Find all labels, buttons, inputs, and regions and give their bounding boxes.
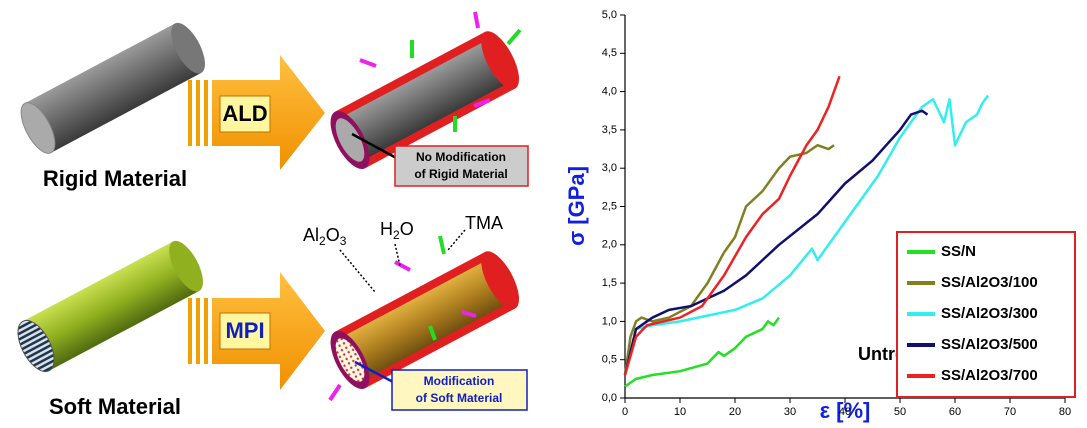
text: Al xyxy=(303,225,319,245)
diagram: Rigid Material Soft Material ALD MPI xyxy=(10,12,528,419)
y-tick-label: 4,0 xyxy=(602,86,617,98)
subscript: 3 xyxy=(340,234,347,248)
ald-arrow: ALD xyxy=(188,55,325,170)
x-tick-label: 80 xyxy=(1059,406,1071,418)
chart: Untreated ε [%] σ [GPa] 0102030405060708… xyxy=(564,9,1075,423)
x-tick-label: 60 xyxy=(949,406,961,418)
text: O xyxy=(400,219,414,239)
legend-label: SS/N xyxy=(941,243,976,260)
y-tick-label: 3,5 xyxy=(602,124,617,136)
y-tick-label: 3,0 xyxy=(602,162,617,174)
y-tick-label: 0,0 xyxy=(602,392,617,404)
tma-label: TMA xyxy=(465,213,503,233)
legend-label: SS/Al2O3/700 xyxy=(941,367,1038,384)
ald-label: ALD xyxy=(222,101,267,126)
series-line xyxy=(625,76,840,375)
series-line xyxy=(625,111,928,375)
x-tick-label: 40 xyxy=(839,406,851,418)
rigid-note: of Rigid Material xyxy=(414,167,507,181)
text: H xyxy=(380,219,393,239)
y-tick-label: 5,0 xyxy=(602,9,617,21)
rigid-note: No Modification xyxy=(416,150,506,164)
x-tick-label: 0 xyxy=(622,406,628,418)
y-tick-label: 2,0 xyxy=(602,239,617,251)
series-line xyxy=(625,318,779,387)
soft-note: of Soft Material xyxy=(416,391,503,405)
y-tick-label: 2,5 xyxy=(602,200,617,212)
x-tick-label: 20 xyxy=(729,406,741,418)
legend-label: SS/Al2O3/300 xyxy=(941,305,1038,322)
x-tick-label: 10 xyxy=(674,406,686,418)
rigid-label: Rigid Material xyxy=(43,166,187,191)
y-axis-label: σ [GPa] xyxy=(564,166,589,246)
y-tick-label: 4,5 xyxy=(602,47,617,59)
y-tick-label: 1,5 xyxy=(602,277,617,289)
h2o-label: H2O xyxy=(380,219,414,242)
x-tick-label: 70 xyxy=(1004,406,1016,418)
mpi-arrow: MPI xyxy=(188,272,325,390)
legend-label: SS/Al2O3/100 xyxy=(941,274,1038,291)
soft-cylinder xyxy=(10,236,209,377)
y-tick-label: 0,5 xyxy=(602,354,617,366)
x-tick-label: 50 xyxy=(894,406,906,418)
rigid-cylinder xyxy=(14,18,212,159)
soft-note: Modification xyxy=(424,374,495,388)
al2o3-label: Al2O3 xyxy=(303,225,347,248)
x-tick-label: 30 xyxy=(784,406,796,418)
mpi-label: MPI xyxy=(225,318,264,343)
text: O xyxy=(326,225,340,245)
y-tick-label: 1,0 xyxy=(602,315,617,327)
legend-label: SS/Al2O3/500 xyxy=(941,336,1038,353)
figure: Rigid Material Soft Material ALD MPI xyxy=(0,0,1087,428)
soft-label: Soft Material xyxy=(49,394,181,419)
